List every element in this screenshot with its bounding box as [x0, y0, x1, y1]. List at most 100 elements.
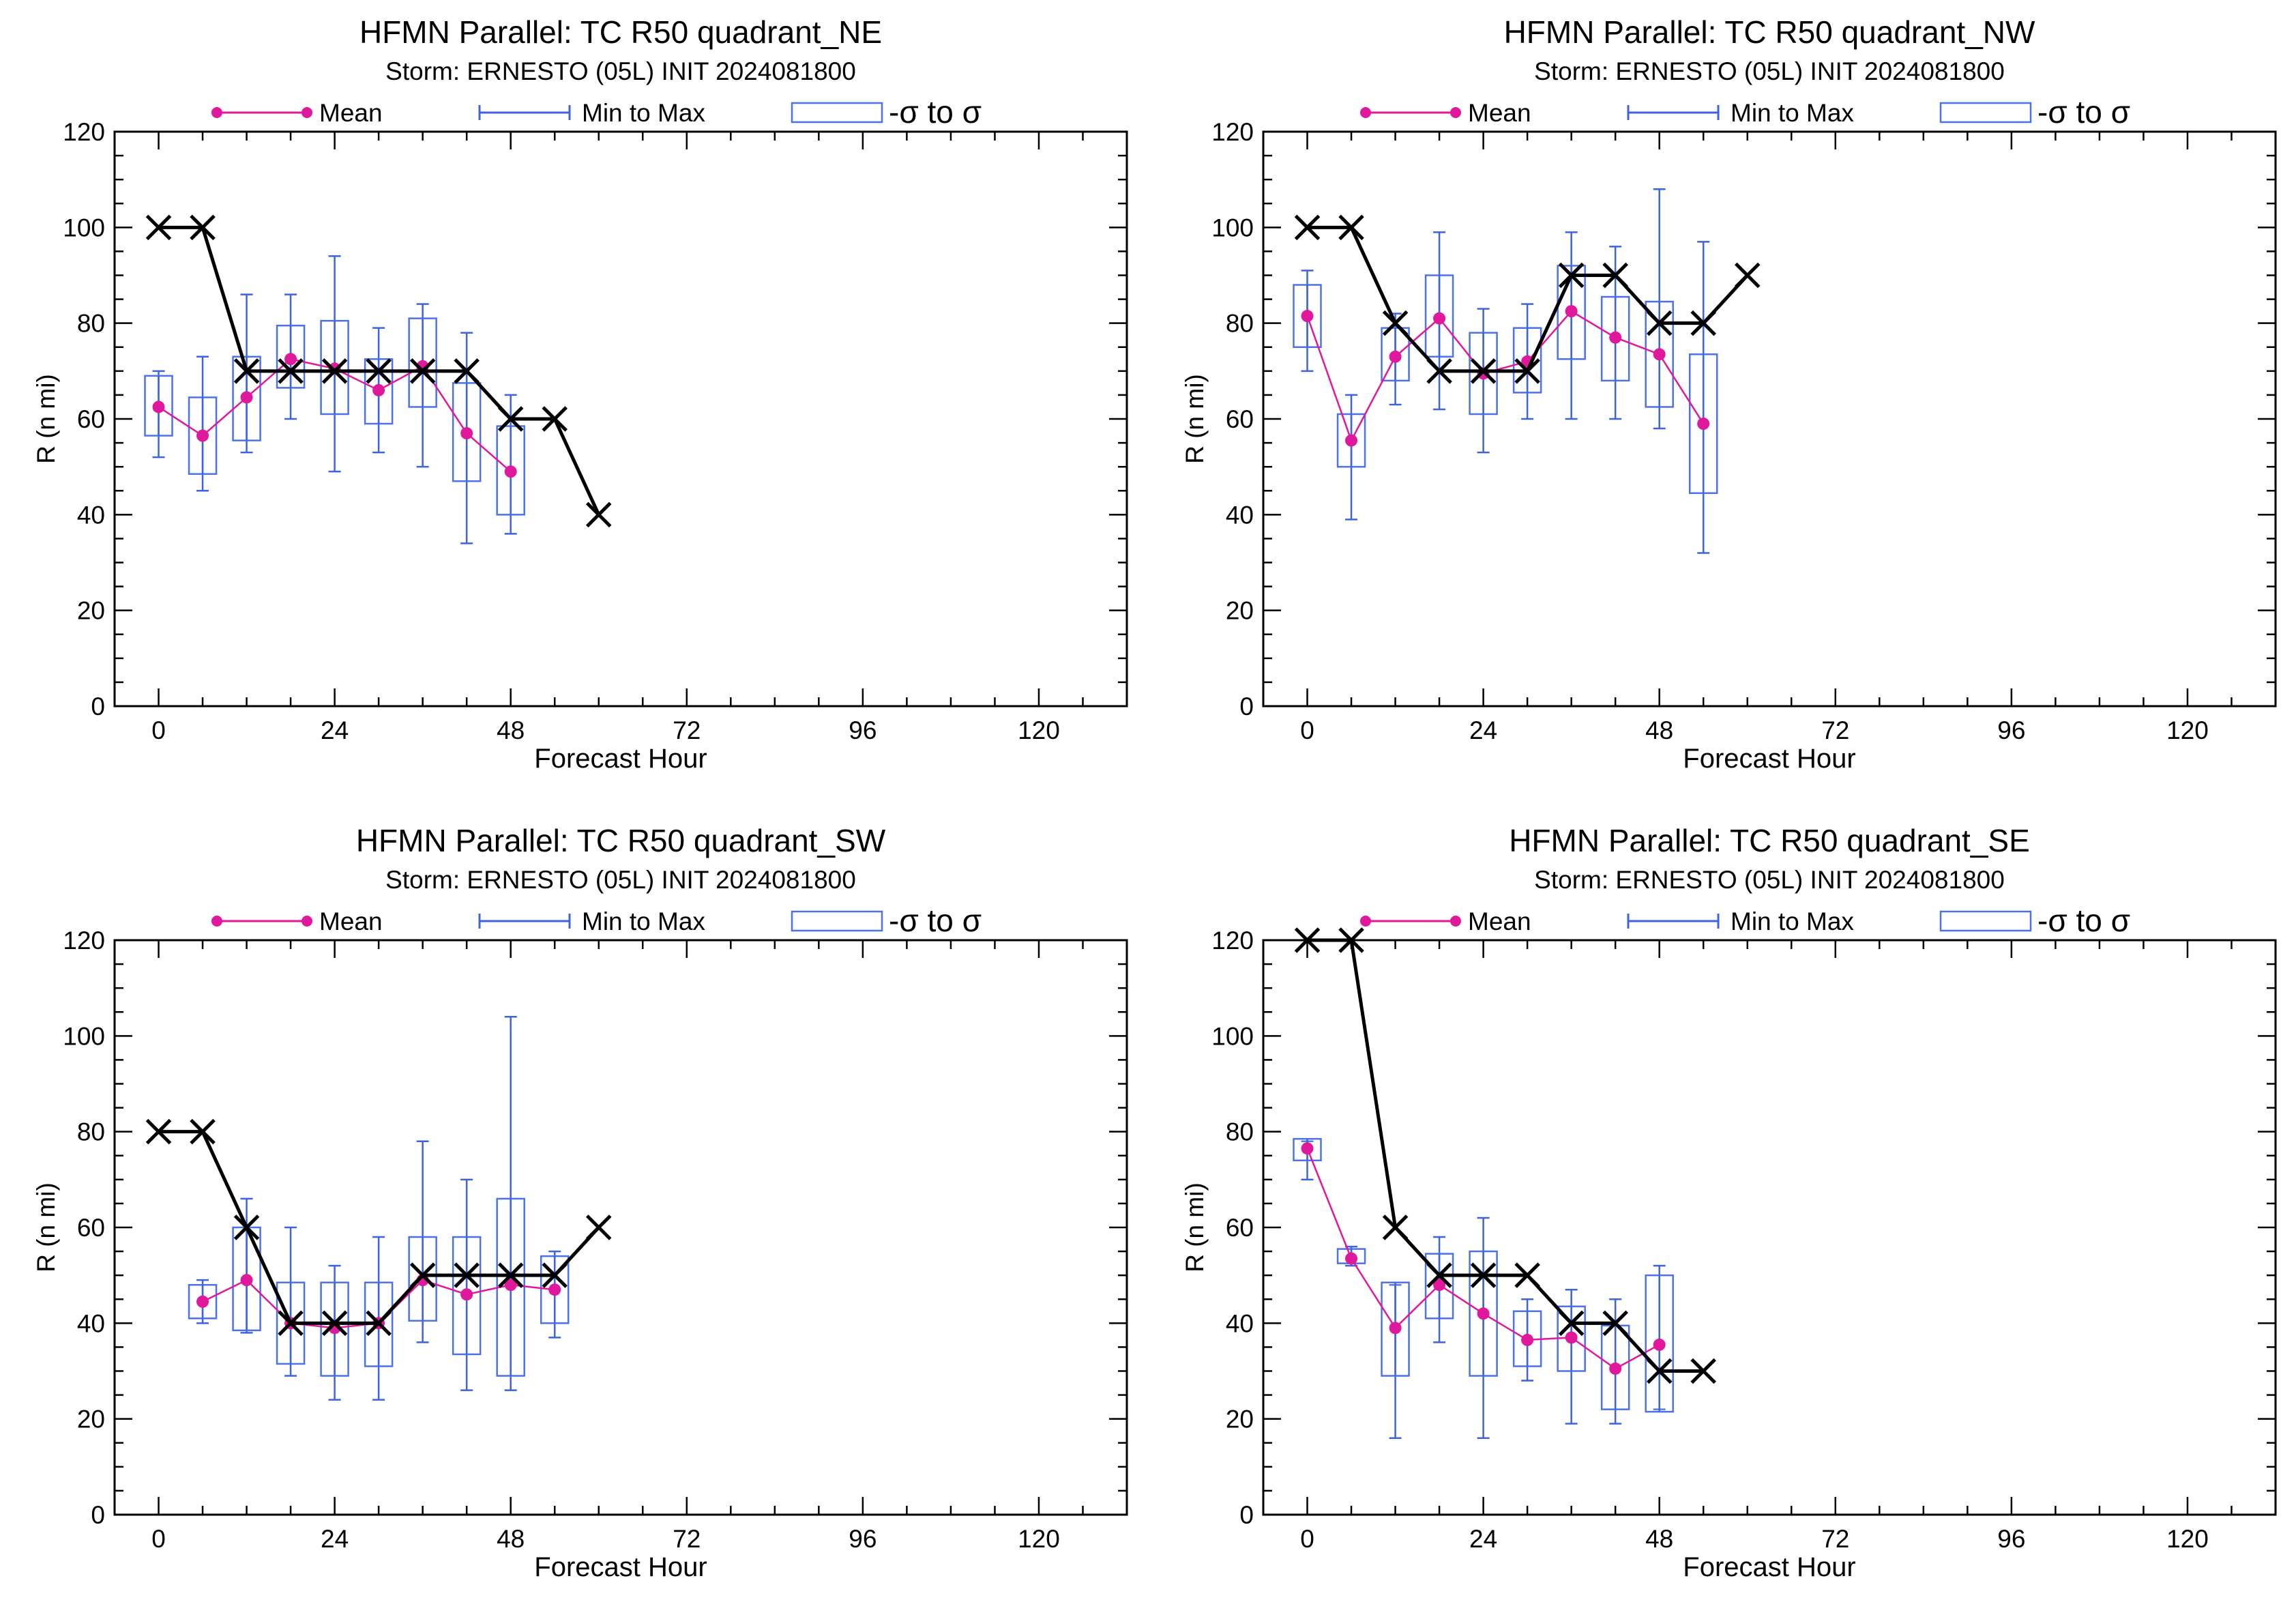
observed-marker-stroke — [1734, 262, 1761, 289]
y-tick-label: 0 — [1239, 693, 1254, 720]
observed-point — [1294, 214, 1321, 241]
x-tick-label: 96 — [1997, 716, 2025, 744]
observed-marker-stroke — [145, 1118, 172, 1145]
y-tick-label: 80 — [1226, 1118, 1254, 1146]
observed-point — [145, 1118, 172, 1145]
mean-point — [1521, 1333, 1534, 1346]
legend: Mean Min to Max -σ to σ — [1360, 94, 2130, 130]
y-tick-label: 120 — [63, 927, 105, 955]
mean-point — [548, 1283, 561, 1296]
observed-point — [190, 1118, 216, 1145]
mean-point — [1345, 434, 1358, 447]
x-tick-label: 24 — [1469, 716, 1497, 744]
legend-mean-label: Mean — [1468, 99, 1531, 127]
observed-marker-stroke — [585, 501, 612, 528]
x-tick-label: 120 — [1018, 716, 1060, 744]
x-axis-label: Forecast Hour — [534, 1552, 707, 1582]
observed-marker-stroke — [454, 358, 480, 384]
y-axis-label: R (n mi) — [32, 1182, 60, 1272]
chart-panel-2: HFMN Parallel: TC R50 quadrant_NW Storm: … — [1181, 14, 2277, 774]
mean-point — [1609, 1362, 1622, 1375]
y-tick-label: 120 — [1211, 118, 1254, 146]
observed-point — [497, 1262, 524, 1288]
observed-point — [1646, 310, 1673, 336]
observed-point — [1602, 1310, 1628, 1337]
y-tick-label: 20 — [77, 597, 105, 625]
mean-point — [1653, 348, 1666, 361]
observed-point — [1646, 1358, 1673, 1384]
x-tick-label: 48 — [497, 1525, 525, 1553]
legend-mean-marker — [211, 107, 222, 118]
y-tick-label: 100 — [63, 1022, 105, 1050]
observed-marker-stroke — [1690, 1358, 1716, 1384]
x-tick-label: 0 — [151, 1525, 166, 1553]
legend-sigma-box — [791, 102, 883, 123]
legend-sigma-label: -σ to σ — [2037, 94, 2130, 130]
observed-point — [278, 358, 304, 384]
observed-marker-stroke — [1338, 927, 1364, 953]
y-tick-label: 60 — [77, 405, 105, 433]
observed-series-line — [1307, 938, 1704, 1373]
x-tick-label: 48 — [1645, 1525, 1673, 1553]
mean-point — [196, 429, 209, 442]
observed-point — [585, 1214, 612, 1240]
y-axis-label: R (n mi) — [32, 374, 60, 464]
x-tick-label: 96 — [849, 1525, 877, 1553]
legend-sigma-label: -σ to σ — [889, 903, 982, 938]
legend-mean-label: Mean — [319, 99, 383, 127]
x-tick-label: 48 — [497, 716, 525, 744]
chart-subtitle: Storm: ERNESTO (05L) INIT 2024081800 — [385, 57, 856, 85]
y-axis-label: R (n mi) — [1181, 1182, 1209, 1272]
chart-title: HFMN Parallel: TC R50 quadrant_SW — [356, 823, 886, 858]
observed-marker-stroke — [1294, 927, 1321, 953]
mean-series-line — [1306, 310, 1705, 443]
observed-marker-stroke — [497, 406, 524, 432]
chart-subtitle: Storm: ERNESTO (05L) INIT 2024081800 — [385, 866, 856, 894]
x-tick-label: 72 — [673, 1525, 701, 1553]
mean-point — [460, 1288, 473, 1301]
observed-marker-stroke — [542, 1262, 568, 1288]
y-tick-label: 60 — [1226, 405, 1254, 433]
y-tick-label: 100 — [63, 214, 105, 242]
legend-mean-marker — [1360, 916, 1371, 927]
mean-point — [1301, 1142, 1314, 1155]
observed-marker-stroke — [1646, 310, 1673, 336]
legend-range-label: Min to Max — [1731, 99, 1854, 127]
mean-point — [504, 1279, 517, 1292]
mean-point — [1565, 305, 1578, 318]
observed-marker-stroke — [1426, 358, 1452, 384]
y-tick-label: 80 — [1226, 310, 1254, 338]
y-tick-label: 20 — [77, 1406, 105, 1433]
observed-marker-stroke — [409, 358, 436, 384]
chart-subtitle: Storm: ERNESTO (05L) INIT 2024081800 — [1534, 57, 2005, 85]
y-tick-label: 40 — [77, 501, 105, 529]
plot-frame — [113, 939, 1128, 1516]
y-tick-label: 40 — [77, 1309, 105, 1337]
chart-title: HFMN Parallel: TC R50 quadrant_NW — [1504, 14, 2035, 50]
observed-point — [542, 406, 568, 432]
observed-marker-stroke — [366, 358, 392, 384]
legend-sigma-label: -σ to σ — [2037, 903, 2130, 938]
observed-point — [1338, 214, 1364, 241]
mean-point — [1433, 312, 1446, 325]
x-tick-label: 0 — [1300, 716, 1314, 744]
observed-marker-stroke — [1426, 1262, 1452, 1288]
observed-marker-stroke — [1470, 358, 1497, 384]
observed-point — [1690, 310, 1716, 336]
legend-sigma-box — [791, 910, 883, 932]
y-tick-label: 120 — [1211, 927, 1254, 955]
observed-marker-stroke — [1382, 1214, 1409, 1240]
observed-marker-stroke — [1558, 262, 1585, 289]
observed-point — [321, 358, 348, 384]
x-tick-label: 24 — [321, 716, 349, 744]
y-tick-label: 120 — [63, 118, 105, 146]
observed-point — [1514, 358, 1540, 384]
chart-panel-1: HFMN Parallel: TC R50 quadrant_NE Storm: … — [32, 14, 1128, 774]
mean-point — [1389, 1322, 1402, 1335]
x-tick-label: 72 — [1821, 1525, 1849, 1553]
mean-point — [1301, 310, 1314, 323]
observed-point — [542, 1262, 568, 1288]
observed-point — [1734, 262, 1761, 289]
y-tick-label: 20 — [1226, 597, 1254, 625]
